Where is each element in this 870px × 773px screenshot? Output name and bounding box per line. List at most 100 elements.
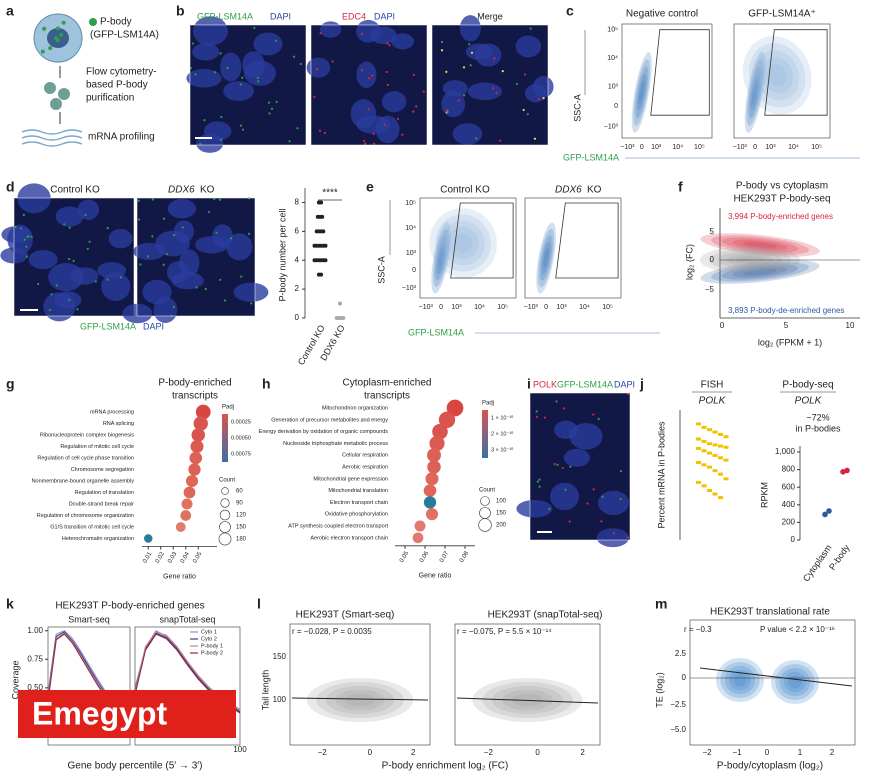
dot [718,432,723,436]
dot [696,480,701,484]
term-label: Chromosome segregation [71,467,134,473]
density-cloud [755,50,800,101]
granule [165,252,169,256]
granule [239,83,242,86]
x-tick-label: 2 [830,748,835,757]
particle [58,88,70,100]
y-tick-label: 400 [782,500,796,509]
density-cloud [743,268,777,276]
legend-label: Cyto 1 [201,629,217,635]
density-cloud [637,73,647,112]
granule [401,133,404,136]
nucleus [54,291,82,309]
label: Negative control [626,9,698,20]
density-cloud [716,658,764,702]
granule [462,94,466,97]
panel-label: i [527,376,531,392]
label: HEK293T translational rate [710,607,830,618]
regression-line [291,697,429,701]
term-label: RNA splicing [103,421,134,427]
label: HEK293T (snapTotal-seq) [488,610,603,621]
granule [535,415,539,418]
dot [180,510,192,521]
granule [323,131,327,134]
granule [37,282,40,286]
nucleus [122,303,153,324]
dot [412,532,424,544]
granule [219,138,223,141]
nucleus [223,81,255,102]
density-cloud [631,51,652,133]
granule [372,132,375,135]
granule [592,488,595,491]
y-tick-label: 100 [273,695,287,704]
dot [319,272,324,277]
label: P-body [100,17,132,28]
micrograph-frame [13,197,135,317]
density-cloud [541,241,551,275]
y-axis-label: log₂ (FC) [684,244,694,280]
density-cloud [700,260,820,284]
granule [146,255,150,258]
granule [493,57,496,60]
granule [597,417,600,421]
granule [173,234,176,237]
panel-label: f [678,179,683,195]
dot [320,214,325,219]
x-tick-label: 0.05 [192,551,203,565]
term-label: Nucleoside triphosphate metabolic proces… [283,441,388,447]
nucleus [195,236,229,254]
granule [55,284,58,287]
granule [586,502,589,505]
dot [438,411,456,428]
dot [188,463,201,476]
nucleus [253,32,283,56]
dot [425,472,439,486]
granule [619,497,622,501]
dot [323,258,328,263]
granule [526,113,529,116]
pbody-dot [55,26,60,31]
granule [229,237,233,240]
label: HEK293T P-body-enriched genes [55,601,204,612]
pbody-dot [59,32,64,37]
nucleus [186,68,222,88]
x-tick-label: 10⁵ [497,304,508,311]
nucleus [452,123,483,145]
granule [533,137,536,140]
label: in P-bodies [795,423,841,433]
y-tick-label: 4 [295,255,300,264]
x-tick-label: −10³ [419,304,434,311]
panel-label: k [6,596,14,612]
nucleus [1,226,32,243]
x-tick-label: 0.06 [419,550,430,564]
y-axis-label: Percent mRNA in P-bodies [656,421,666,529]
legend-size [219,509,231,521]
plot-frame [289,623,431,746]
label: based P-body [86,80,148,91]
panel-label: m [655,596,667,612]
granule [319,32,322,35]
density-cloud [767,64,787,87]
label: P-body-seq [782,380,833,391]
granule [468,43,471,46]
x-tick-label: 0 [544,304,548,311]
y-tick-label: 10⁴ [607,55,618,62]
panel-label: e [366,179,374,195]
nucleus [167,199,197,219]
legend-label: 2 × 10⁻¹⁰ [491,430,514,437]
granule [268,112,271,115]
dot [707,442,712,446]
term-label: Ribonucleoprotein complex biogenesis [40,432,134,438]
density-cloud [779,667,811,697]
cell-nucleus [47,28,69,48]
granule [383,123,386,126]
granule [568,520,571,523]
x-tick-label: 10⁴ [788,144,799,151]
x-tick-label: 0.01 [142,551,153,565]
term-label: Aerobic electron transport chain [310,535,388,541]
plot-frame [689,619,856,746]
y-tick-label: 2.5 [675,649,687,658]
nucleus [166,261,189,284]
granule [569,465,572,468]
